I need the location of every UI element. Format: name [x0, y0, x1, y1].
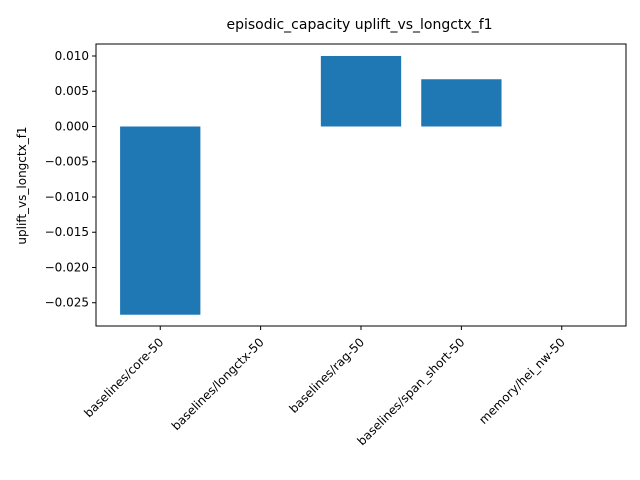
x-tick-label: memory/hei_nw-50	[476, 335, 568, 427]
x-tick-label: baselines/core-50	[81, 335, 166, 420]
y-tick-label: −0.010	[45, 190, 89, 204]
bar-2	[320, 55, 402, 127]
bar-0	[120, 126, 201, 315]
plot-frame	[95, 43, 627, 327]
x-tick-label: baselines/longctx-50	[169, 335, 267, 433]
x-tick-label: baselines/rag-50	[286, 335, 367, 416]
y-axis: −0.025 −0.020 −0.015 −0.010 −0.005 0.000 0.005…	[45, 49, 96, 310]
y-tick-label: −0.015	[45, 225, 89, 239]
y-tick-label: −0.020	[45, 260, 89, 274]
x-axis: baselines/core-50 baselines/longctx-50 bas…	[81, 326, 568, 448]
y-tick-label: −0.005	[45, 155, 89, 169]
y-axis-label: uplift_vs_longctx_f1	[15, 126, 29, 244]
y-tick-label: 0.000	[55, 119, 89, 133]
bars-group	[120, 55, 502, 315]
chart-title: episodic_capacity uplift_vs_longctx_f1	[226, 17, 492, 33]
y-tick-label: −0.025	[45, 296, 89, 310]
bar-3	[421, 79, 502, 127]
x-tick-label: baselines/span_short-50	[354, 335, 467, 448]
y-tick-label: 0.005	[55, 84, 89, 98]
y-tick-label: 0.010	[55, 49, 89, 63]
